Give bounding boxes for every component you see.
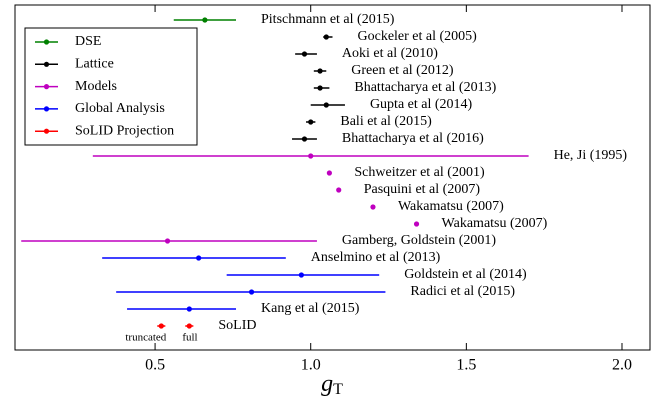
point-label: Wakamatsu (2007)	[442, 216, 548, 231]
point	[308, 119, 314, 125]
point-label: Bhattacharya et al (2016)	[342, 131, 484, 146]
legend-label: Lattice	[75, 57, 114, 72]
plot-frame	[14, 4, 651, 351]
point-label: Aoki et al (2010)	[342, 46, 438, 61]
legend-marker	[43, 39, 50, 45]
point	[248, 289, 255, 295]
point-label: Kang et al (2015)	[261, 301, 360, 316]
point-label: Radici et al (2015)	[410, 284, 515, 299]
point	[301, 136, 308, 142]
legend-marker	[43, 128, 50, 134]
x-axis-subscript: T	[333, 381, 343, 398]
legend-marker	[43, 106, 50, 112]
x-axis-symbol: g	[321, 371, 333, 397]
point	[317, 85, 323, 91]
point-label: Bali et al (2015)	[340, 114, 432, 129]
point-label: full	[182, 332, 197, 344]
legend-marker	[43, 84, 50, 90]
x-tick-label: 2.0	[612, 357, 632, 374]
point-label: Gupta et al (2014)	[370, 97, 473, 112]
point-label: Anselmino et al (2013)	[311, 250, 441, 265]
x-tick-label: 1.5	[456, 357, 476, 374]
legend-marker	[43, 61, 50, 67]
point	[323, 34, 329, 40]
point	[196, 255, 202, 261]
point	[336, 187, 342, 193]
point-label: Pasquini et al (2007)	[364, 182, 481, 197]
point-label: He, Ji (1995)	[554, 148, 628, 163]
point	[186, 306, 192, 312]
legend-label: Global Analysis	[75, 101, 165, 116]
x-tick-label: 0.5	[145, 357, 165, 374]
point	[298, 272, 304, 278]
point-label: Gamberg, Goldstein (2001)	[342, 233, 496, 248]
point-label: Schweitzer et al (2001)	[354, 165, 485, 180]
point	[186, 323, 192, 329]
point-label: truncated	[125, 332, 166, 344]
point-label: Gockeler et al (2005)	[358, 29, 478, 44]
point	[308, 153, 314, 159]
legend-label: Models	[75, 79, 117, 94]
point	[326, 170, 332, 176]
point-label: Bhattacharya et al (2013)	[354, 80, 496, 95]
point	[301, 51, 308, 57]
point	[202, 17, 208, 23]
point-label: Goldstein et al (2014)	[404, 267, 527, 282]
point	[158, 323, 164, 329]
point	[413, 221, 420, 227]
point-label: Pitschmann et al (2015)	[261, 12, 395, 27]
point	[164, 238, 171, 244]
x-axis-label: gT	[321, 371, 343, 398]
point	[370, 204, 376, 210]
point-label: Green et al (2012)	[351, 63, 454, 78]
point	[323, 102, 329, 108]
point	[317, 68, 323, 74]
x-tick-label: 1.0	[301, 357, 321, 374]
legend-label: SoLID Projection	[75, 123, 174, 138]
legend-label: DSE	[75, 34, 101, 49]
point-label: Wakamatsu (2007)	[398, 199, 504, 214]
group-label: SoLID	[218, 318, 256, 333]
